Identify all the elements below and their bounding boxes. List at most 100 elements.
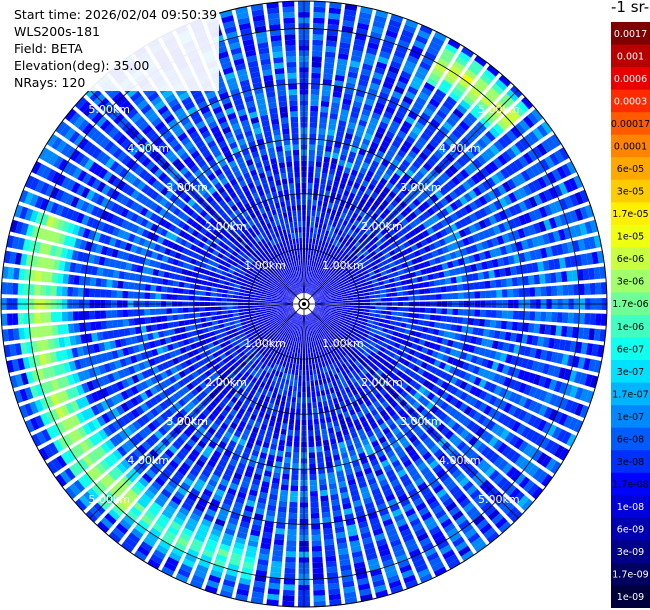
ray-cell xyxy=(497,257,505,267)
ray-cell xyxy=(558,257,566,269)
ray-cell xyxy=(238,309,244,313)
ray-cell xyxy=(386,306,393,311)
ray-cell xyxy=(274,370,280,377)
ray-cell xyxy=(367,183,376,191)
ray-cell xyxy=(464,432,474,443)
ray-cell xyxy=(347,358,354,365)
ray-cell xyxy=(312,39,324,46)
ray-cell xyxy=(161,286,168,293)
ray-cell xyxy=(359,166,368,175)
ray-cell xyxy=(579,388,589,402)
ray-cell xyxy=(318,194,324,201)
ray-cell xyxy=(376,251,384,258)
ray-cell xyxy=(394,135,404,144)
ray-cell xyxy=(411,126,422,136)
ray-cell xyxy=(325,254,330,261)
ray-cell xyxy=(553,150,565,164)
ray-cell xyxy=(419,24,433,35)
ray-cell xyxy=(318,311,324,316)
ray-cell xyxy=(307,193,312,200)
ray-cell xyxy=(523,461,535,474)
ray-cell xyxy=(489,452,500,464)
ray-cell xyxy=(475,170,485,182)
ray-cell xyxy=(313,17,325,24)
ray-cell xyxy=(513,393,523,405)
ray-cell xyxy=(477,231,486,241)
ray-cell xyxy=(373,400,381,408)
ray-cell xyxy=(375,168,384,177)
ray-cell xyxy=(6,313,13,326)
ray-cell xyxy=(386,70,398,80)
ray-cell xyxy=(310,490,318,497)
ray-cell xyxy=(551,312,558,323)
ray-cell xyxy=(388,221,396,229)
ray-cell xyxy=(280,366,285,373)
ray-cell xyxy=(579,222,588,236)
ray-cell xyxy=(513,437,524,450)
ray-cell xyxy=(122,309,129,318)
ray-cell xyxy=(383,279,390,285)
ray-cell xyxy=(349,204,356,212)
ray-cell xyxy=(388,163,397,172)
ray-cell xyxy=(543,391,553,404)
ray-cell xyxy=(365,254,372,260)
ray-cell xyxy=(397,130,407,139)
ray-cell xyxy=(474,291,481,299)
ray-cell xyxy=(445,394,454,403)
ray-cell xyxy=(541,140,552,153)
ray-cell xyxy=(306,271,309,277)
ray-cell xyxy=(428,280,435,287)
ray-cell xyxy=(538,206,548,218)
ray-cell xyxy=(270,380,276,387)
ray-cell xyxy=(296,397,301,404)
ray-cell xyxy=(429,459,439,470)
ray-cell xyxy=(457,342,465,350)
ray-cell xyxy=(370,274,377,280)
ray-cell xyxy=(311,272,315,278)
ray-cell xyxy=(578,283,585,296)
ray-cell xyxy=(290,490,298,497)
ray-cell xyxy=(427,273,434,281)
ray-cell xyxy=(403,241,411,249)
ray-cell xyxy=(369,313,375,317)
ray-cell xyxy=(405,115,416,125)
ray-cell xyxy=(320,277,326,283)
ray-cell xyxy=(333,275,339,281)
ray-cell xyxy=(458,51,471,63)
ray-cell xyxy=(339,182,346,190)
ray-cell xyxy=(459,402,468,413)
ray-cell xyxy=(506,178,517,190)
ray-cell xyxy=(383,111,393,120)
ray-cell xyxy=(314,273,319,280)
ray-cell xyxy=(326,334,331,341)
ray-cell xyxy=(304,276,306,283)
ray-cell xyxy=(470,59,484,72)
ray-cell xyxy=(341,313,347,317)
ray-cell xyxy=(343,321,350,326)
ray-cell xyxy=(311,260,315,267)
ray-cell xyxy=(105,289,112,298)
ray-cell xyxy=(364,221,372,229)
ray-cell xyxy=(311,284,316,290)
ray-cell xyxy=(365,229,372,236)
ray-cell xyxy=(244,314,251,318)
ray-cell xyxy=(313,317,318,323)
ray-cell xyxy=(419,432,429,442)
ray-cell xyxy=(361,282,368,287)
ray-cell xyxy=(436,211,445,220)
ray-cell xyxy=(373,286,380,291)
ray-cell xyxy=(422,451,432,461)
ray-cell xyxy=(285,362,290,369)
ray-cell xyxy=(486,420,496,431)
ray-cell xyxy=(526,238,534,249)
ray-cell xyxy=(330,322,336,328)
ray-cell xyxy=(386,356,393,363)
ray-cell xyxy=(411,45,424,55)
ray-cell xyxy=(441,354,450,363)
ray-cell xyxy=(400,100,411,110)
ray-cell xyxy=(318,292,324,297)
ray-cell xyxy=(573,175,584,189)
ray-cell xyxy=(309,133,317,140)
ray-cell xyxy=(317,457,324,464)
ray-cell xyxy=(423,281,430,288)
